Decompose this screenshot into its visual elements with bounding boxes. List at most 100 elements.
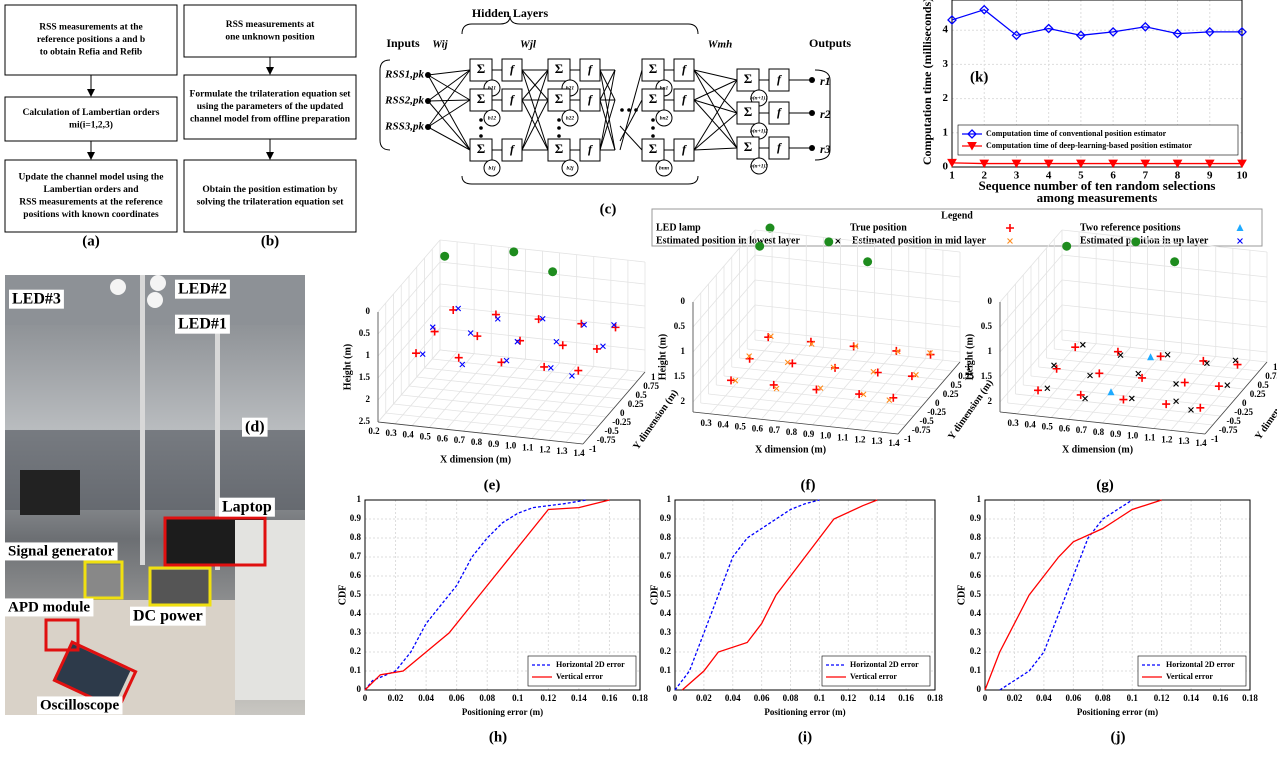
x-axis-label: among measurements: [1037, 190, 1158, 205]
y-tick-label: 0.5: [951, 380, 963, 390]
legend-label: Vertical error: [850, 672, 897, 681]
legend-label: Estimated position in mid layer: [852, 235, 986, 246]
connection: [694, 148, 737, 150]
x-tick-label: 0.12: [840, 693, 856, 703]
data-point: [412, 349, 420, 357]
connection: [620, 100, 642, 141]
panel-label: (g): [1096, 477, 1114, 493]
legend-label: Vertical error: [556, 672, 603, 681]
y-tick-label: 0.2: [660, 646, 672, 656]
ellipsis-dot: [557, 126, 561, 130]
connection: [694, 113, 737, 150]
x-tick-label: 0.12: [540, 693, 556, 703]
x-tick-label: 1.2: [1161, 434, 1173, 444]
y-tick-label: 0.5: [970, 589, 982, 599]
data-point: [892, 347, 900, 355]
y-tick-label: 0.9: [970, 513, 982, 523]
y-tick-label: 0.7: [350, 551, 362, 561]
sum-symbol: Σ: [744, 139, 753, 154]
output-label: r3: [820, 142, 831, 156]
sum-symbol: Σ: [649, 61, 658, 76]
outputs-title: Outputs: [809, 36, 851, 50]
y-tick-label: 0: [935, 398, 940, 408]
photo-label: LED#1: [178, 316, 227, 333]
grid-line: [1023, 385, 1228, 407]
bias-label: b12: [488, 115, 497, 121]
panel-label: (h): [489, 729, 507, 745]
x-tick-label: 1.0: [505, 441, 517, 451]
sum-symbol: Σ: [649, 91, 658, 106]
y-tick-label: 2: [943, 92, 949, 104]
y-tick-label: -1: [589, 444, 597, 454]
panel-label: (f): [801, 477, 816, 493]
y-tick-label: -0.75: [1219, 425, 1238, 435]
series-line: [952, 163, 1242, 164]
sum-symbol: Σ: [744, 104, 753, 119]
data-point: [1165, 352, 1170, 357]
x-tick-label: 10: [1237, 170, 1249, 182]
y-tick-label: 0.6: [660, 570, 672, 580]
x-axis-label: X dimension (m): [755, 444, 826, 455]
ellipsis-dot: [479, 118, 483, 122]
ellipsis-dot: [651, 118, 655, 122]
legend-label: Two reference positions: [1080, 222, 1181, 233]
legend-label: Estimated position in lowest layer: [656, 235, 800, 246]
output-label: r1: [820, 74, 831, 88]
data-point: [554, 339, 559, 344]
legend-title: Legend: [941, 210, 973, 221]
y-tick-label: 5: [943, 0, 949, 2]
y-tick-label: -0.75: [597, 435, 616, 445]
panel-label: (e): [484, 477, 501, 493]
x-tick-label: 0.7: [769, 425, 781, 435]
photo-label: LED#3: [12, 291, 61, 308]
x-tick-label: 1.4: [1195, 438, 1207, 448]
x-tick-label: 0.02: [696, 693, 712, 703]
y-tick-label: 0.3: [350, 627, 362, 637]
x-tick-label: 0.3: [700, 418, 712, 428]
legend-label: Horizontal 2D error: [556, 660, 625, 669]
x-tick-label: 0.4: [1025, 420, 1037, 430]
z-tick-label: 1.5: [359, 372, 371, 382]
flow-text: Lambertian orders and: [44, 185, 140, 195]
data-point: [574, 367, 582, 375]
z-tick-label: 2: [366, 394, 371, 404]
photo-label: DC power: [133, 608, 203, 625]
grid-line: [386, 413, 591, 435]
sum-symbol: Σ: [555, 91, 564, 106]
x-axis-label: X dimension (m): [1062, 444, 1133, 455]
y-tick-label: 0: [667, 684, 672, 694]
x-tick-label: 0.1: [814, 693, 826, 703]
data-point: [440, 252, 449, 261]
grid-line: [1054, 349, 1259, 371]
y-tick-label: 1: [357, 494, 362, 504]
flow-box: [184, 160, 356, 232]
x-tick-label: 0.04: [418, 693, 434, 703]
data-point: [1136, 371, 1141, 376]
flow-box: [184, 5, 356, 57]
x-tick-label: 0.06: [754, 693, 770, 703]
sum-symbol: Σ: [555, 61, 564, 76]
y-tick-label: 0.75: [1265, 371, 1277, 381]
y-tick-label: -0.25: [1234, 407, 1253, 417]
weight-label: Wij: [432, 39, 448, 51]
x-tick-label: 0.9: [488, 439, 500, 449]
x-tick-label: 0.5: [1042, 422, 1054, 432]
y-tick-label: 1: [667, 494, 672, 504]
x-tick-label: 0.02: [1007, 693, 1023, 703]
x-axis-label: Positioning error (m): [764, 707, 845, 717]
y-tick-label: 0: [1242, 398, 1247, 408]
legend-label: True position: [850, 222, 907, 233]
x-tick-label: 0.02: [388, 693, 404, 703]
grid-line: [417, 377, 622, 399]
bias-label: b(n+1)3: [750, 162, 768, 169]
flow-text: channel model from offline preparation: [190, 115, 351, 125]
legend-label: Computation time of conventional positio…: [986, 129, 1167, 138]
z-tick-label: 0.5: [359, 328, 371, 338]
x-tick-label: 0.06: [1065, 693, 1081, 703]
y-tick-label: 0: [620, 408, 625, 418]
flow-text: reference positions a and b: [37, 35, 145, 45]
data-point: [1181, 379, 1189, 387]
x-tick-label: 1.3: [556, 446, 568, 456]
z-tick-label: 1: [681, 346, 686, 356]
x-tick-label: 0.16: [602, 693, 618, 703]
